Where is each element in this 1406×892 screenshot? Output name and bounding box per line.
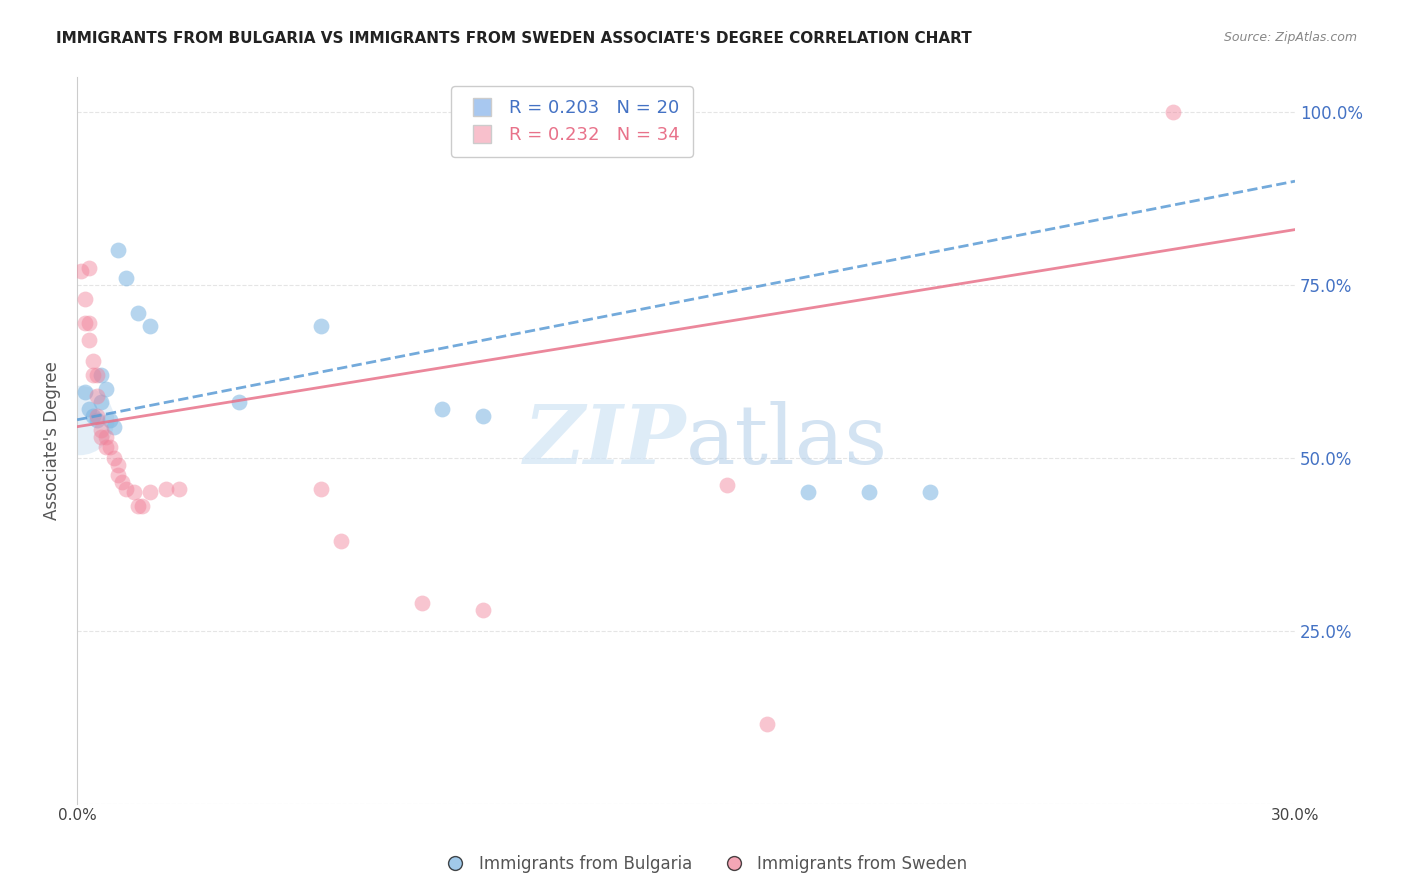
- Point: [411, 596, 433, 610]
- Point: [127, 305, 149, 319]
- Point: [94, 441, 117, 455]
- Point: [107, 244, 129, 258]
- Point: [103, 419, 125, 434]
- Point: [75, 385, 97, 400]
- Point: [82, 354, 104, 368]
- Point: [75, 292, 97, 306]
- Point: [77, 260, 100, 275]
- Text: IMMIGRANTS FROM BULGARIA VS IMMIGRANTS FROM SWEDEN ASSOCIATE'S DEGREE CORRELATIO: IMMIGRANTS FROM BULGARIA VS IMMIGRANTS F…: [56, 31, 972, 46]
- Legend: R = 0.203   N = 20, R = 0.232   N = 34: R = 0.203 N = 20, R = 0.232 N = 34: [451, 87, 693, 157]
- Point: [432, 402, 454, 417]
- Point: [67, 413, 90, 427]
- Point: [77, 402, 100, 417]
- Point: [309, 482, 332, 496]
- Point: [77, 316, 100, 330]
- Point: [107, 458, 129, 472]
- Text: ZIP: ZIP: [523, 401, 686, 481]
- Point: [86, 413, 108, 427]
- Point: [98, 413, 121, 427]
- Text: atlas: atlas: [686, 401, 889, 481]
- Point: [122, 485, 145, 500]
- Point: [472, 603, 495, 617]
- Point: [309, 319, 332, 334]
- Point: [82, 409, 104, 424]
- Point: [107, 468, 129, 483]
- Point: [155, 482, 177, 496]
- Point: [90, 430, 112, 444]
- Point: [82, 368, 104, 382]
- Point: [472, 409, 495, 424]
- Point: [756, 717, 779, 731]
- Point: [70, 264, 93, 278]
- Point: [86, 409, 108, 424]
- Point: [139, 319, 162, 334]
- Legend: Immigrants from Bulgaria, Immigrants from Sweden: Immigrants from Bulgaria, Immigrants fro…: [432, 848, 974, 880]
- Point: [77, 333, 100, 347]
- Point: [103, 450, 125, 465]
- Point: [94, 430, 117, 444]
- Point: [127, 500, 149, 514]
- Point: [90, 423, 112, 437]
- Point: [86, 388, 108, 402]
- Point: [94, 382, 117, 396]
- Point: [858, 485, 880, 500]
- Point: [98, 441, 121, 455]
- Point: [86, 368, 108, 382]
- Point: [139, 485, 162, 500]
- Point: [167, 482, 190, 496]
- Point: [797, 485, 820, 500]
- Text: Source: ZipAtlas.com: Source: ZipAtlas.com: [1223, 31, 1357, 45]
- Point: [111, 475, 134, 489]
- Point: [90, 368, 112, 382]
- Point: [114, 482, 136, 496]
- Point: [1161, 105, 1184, 120]
- Point: [918, 485, 941, 500]
- Point: [330, 533, 353, 548]
- Y-axis label: Associate's Degree: Associate's Degree: [44, 361, 60, 520]
- Point: [228, 395, 250, 409]
- Point: [90, 395, 112, 409]
- Point: [131, 500, 153, 514]
- Point: [716, 478, 738, 492]
- Point: [75, 316, 97, 330]
- Point: [114, 271, 136, 285]
